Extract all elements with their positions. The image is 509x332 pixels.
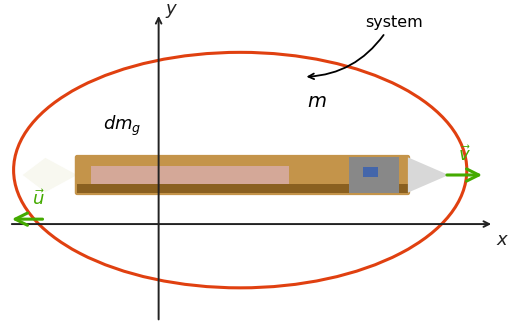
Bar xyxy=(348,157,398,193)
Bar xyxy=(91,166,289,184)
Text: $x$: $x$ xyxy=(495,231,508,249)
Text: $y$: $y$ xyxy=(165,2,178,20)
Text: $dm_g$: $dm_g$ xyxy=(103,114,142,138)
Bar xyxy=(362,167,378,177)
Bar xyxy=(77,184,407,193)
Text: $\vec{v}$: $\vec{v}$ xyxy=(457,145,470,165)
Text: $m$: $m$ xyxy=(307,92,326,111)
Text: system: system xyxy=(365,15,422,31)
Text: $\vec{u}$: $\vec{u}$ xyxy=(32,190,44,209)
Polygon shape xyxy=(22,158,77,192)
Polygon shape xyxy=(407,157,448,193)
FancyBboxPatch shape xyxy=(75,155,409,195)
